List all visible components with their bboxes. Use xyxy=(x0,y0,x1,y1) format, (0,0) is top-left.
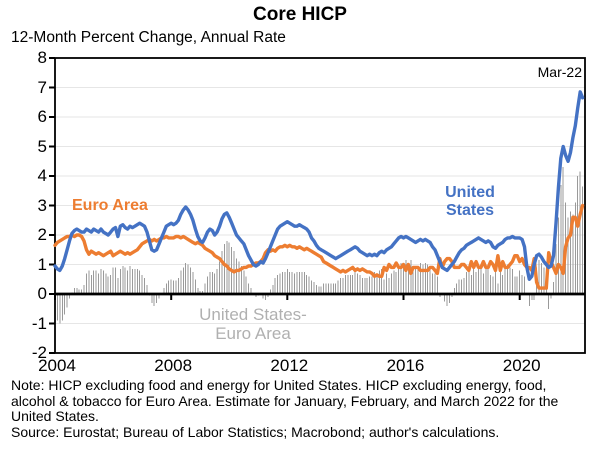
y-tick-label: 6 xyxy=(37,107,47,126)
note-text: Note: HICP excluding food and energy for… xyxy=(11,377,559,424)
difference-series-label-line1: United States- xyxy=(199,305,307,324)
y-tick-label: 7 xyxy=(37,77,47,97)
y-tick-label: 3 xyxy=(37,195,47,215)
source-text: Source: Eurostat; Bureau of Labor Statis… xyxy=(11,423,500,440)
x-tick-label: 2008 xyxy=(154,356,193,375)
y-tick-label: -1 xyxy=(31,313,47,333)
plot-border xyxy=(54,57,586,354)
y-tick-label: 0 xyxy=(37,284,47,303)
x-tick-label: 2012 xyxy=(270,356,309,375)
difference-series-label: United States- Euro Area xyxy=(156,305,350,343)
mar-22-annotation: Mar-22 xyxy=(537,64,582,80)
y-tick-label: 4 xyxy=(37,166,47,185)
y-tick-label: -2 xyxy=(31,343,47,362)
chart-subtitle: 12-Month Percent Change, Annual Rate xyxy=(11,29,286,46)
x-tick-label: 2016 xyxy=(386,356,425,375)
united-states-series-label-line2: States xyxy=(445,201,495,219)
footnote-block: Note: HICP excluding food and energy for… xyxy=(11,377,591,440)
y-tick-label: 5 xyxy=(37,136,47,156)
difference-series-label-line2: Euro Area xyxy=(215,323,291,343)
united-states-series-label-line1: United xyxy=(445,184,495,201)
euro-area-series-label: Euro Area xyxy=(72,197,148,214)
y-tick-label: 2 xyxy=(37,225,47,244)
x-tick-label: 2020 xyxy=(502,356,541,375)
united-states-line xyxy=(53,90,585,281)
euro-area-line xyxy=(53,203,585,290)
y-tick-label: 8 xyxy=(37,48,47,67)
x-tick-label: 2004 xyxy=(38,356,76,375)
united-states-series-label: United States xyxy=(426,184,514,219)
chart-title: Core HICP xyxy=(253,4,347,25)
y-tick-label: 1 xyxy=(37,254,47,274)
